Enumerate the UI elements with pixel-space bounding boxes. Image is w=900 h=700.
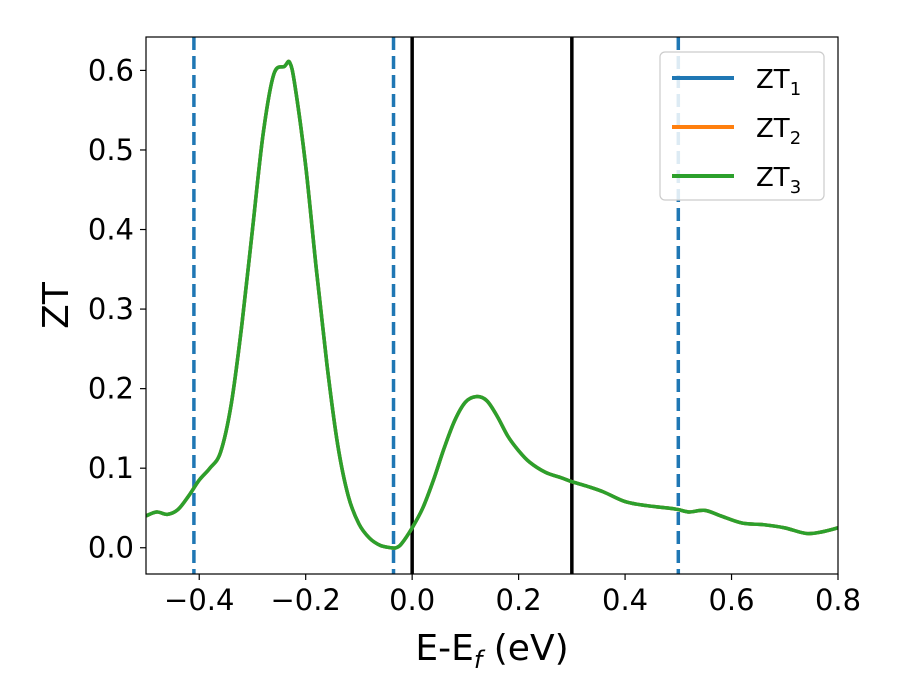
y-tick-label: 0.3 — [88, 292, 134, 326]
x-tick-label: 0.0 — [389, 583, 435, 617]
series-line-zt3 — [146, 59, 838, 550]
x-tick-label: 0.8 — [815, 583, 861, 617]
x-tick-label: −0.2 — [270, 583, 340, 617]
y-tick-label: 0.2 — [88, 372, 134, 406]
y-tick-label: 0.5 — [88, 133, 134, 167]
x-tick-label: 0.6 — [708, 583, 754, 617]
y-tick-label: 0.4 — [88, 213, 134, 247]
y-tick-label: 0.1 — [88, 451, 134, 485]
y-tick-label: 0.0 — [88, 531, 134, 565]
x-tick-label: 0.4 — [602, 583, 648, 617]
legend-box — [659, 51, 825, 201]
axes-frame — [145, 36, 839, 575]
legend: ZT1 ZT2 ZT3 — [659, 51, 825, 201]
legend-label-zt2: ZT2 — [756, 114, 801, 149]
x-tick-label: −0.4 — [164, 583, 234, 617]
plot-content — [146, 37, 838, 574]
legend-label-zt3: ZT3 — [756, 163, 801, 198]
axes: −0.4 −0.2 0.0 0.2 0.4 0.6 0.8 0.0 0.1 0.2 0.3 0.4 0.… — [36, 36, 861, 674]
legend-label-zt1: ZT1 — [756, 65, 801, 100]
y-axis-label: ZT — [36, 281, 77, 329]
y-tick-label: 0.6 — [88, 53, 134, 87]
plot-area — [146, 37, 838, 574]
x-tick-label: 0.2 — [496, 583, 542, 617]
x-axis-label: E-Ef (eV) — [415, 628, 568, 674]
